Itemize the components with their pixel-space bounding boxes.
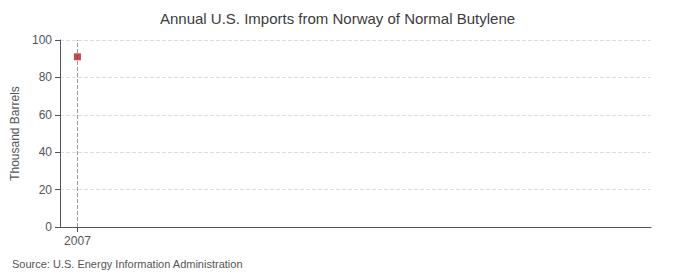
svg-text:100: 100 bbox=[32, 33, 52, 47]
svg-text:2007: 2007 bbox=[64, 234, 91, 248]
svg-text:Source: U.S. Energy Informatio: Source: U.S. Energy Information Administ… bbox=[12, 258, 243, 270]
svg-text:60: 60 bbox=[39, 108, 53, 122]
svg-text:20: 20 bbox=[39, 183, 53, 197]
svg-text:Thousand Barrels: Thousand Barrels bbox=[8, 86, 22, 181]
svg-text:40: 40 bbox=[39, 145, 53, 159]
svg-text:Annual U.S. Imports from Norwa: Annual U.S. Imports from Norway of Norma… bbox=[160, 10, 515, 27]
svg-text:0: 0 bbox=[45, 220, 52, 234]
svg-text:80: 80 bbox=[39, 70, 53, 84]
